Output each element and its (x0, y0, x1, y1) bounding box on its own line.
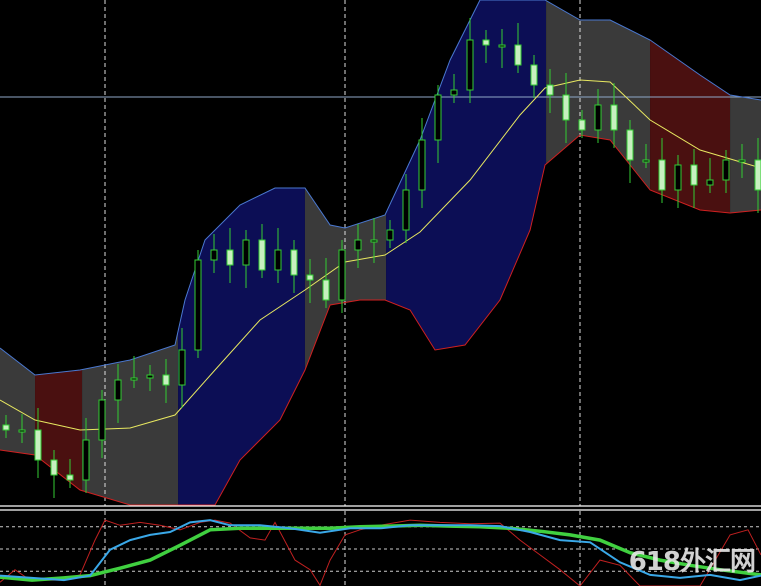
candle-body (18, 429, 26, 433)
candle-body (290, 249, 298, 276)
candle-body (2, 424, 10, 431)
candle-body (114, 379, 122, 401)
candle-body (370, 239, 378, 243)
indicator-blue-line (0, 519, 761, 582)
candle-body (562, 94, 570, 121)
candle-body (306, 274, 314, 281)
indicator-panel (0, 506, 761, 586)
candle-body (706, 179, 714, 186)
band-region-gray (546, 0, 651, 505)
candle-body (82, 439, 90, 481)
band-region-gray (82, 0, 179, 505)
candle-body (130, 377, 138, 381)
candle-body (146, 374, 154, 379)
candle-body (466, 39, 474, 91)
watermark: 618外汇网 (628, 547, 756, 577)
band-region-red (650, 0, 731, 505)
band-region-navy (386, 0, 547, 505)
middle-band-line (0, 79, 761, 431)
candle-body (434, 94, 442, 141)
candle-body (738, 159, 746, 163)
candle-body (322, 279, 330, 301)
candle-body (338, 249, 346, 301)
candle-body (674, 164, 682, 191)
candle-body (722, 159, 730, 181)
candle-body (242, 239, 250, 266)
candle-body (530, 64, 538, 86)
candle-body (610, 104, 618, 131)
candle-body (482, 39, 490, 46)
candle-body (178, 349, 186, 386)
candle-body (98, 399, 106, 441)
candle-body (226, 249, 234, 266)
candle-body (626, 129, 634, 161)
candle-body (258, 239, 266, 271)
candle-body (162, 374, 170, 386)
candle-body (194, 259, 202, 351)
upper-band-line (0, 0, 761, 376)
candle-body (578, 119, 586, 131)
candle-body (210, 249, 218, 261)
candle-body (450, 89, 458, 96)
candle-body (34, 429, 42, 461)
candle-body (274, 249, 282, 271)
band-region-gray (730, 0, 761, 505)
candle-body (754, 159, 761, 191)
candle-body (402, 189, 410, 231)
band-regions (0, 0, 761, 505)
lower-band-line (0, 134, 761, 506)
indicator-red-line (0, 519, 761, 586)
candle-body (658, 159, 666, 191)
candle-body (50, 459, 58, 476)
candle-body (514, 44, 522, 66)
indicator-green-line (0, 523, 761, 582)
band-region-red (35, 0, 83, 505)
candle-body (498, 44, 506, 48)
candle-body (690, 164, 698, 186)
candle-body (594, 104, 602, 131)
band-region-navy (178, 0, 305, 505)
candle-body (546, 84, 554, 96)
candle-body (642, 159, 650, 163)
candle-body (386, 229, 394, 241)
candle-body (66, 474, 74, 481)
candle-body (354, 239, 362, 251)
candle-body (418, 139, 426, 191)
